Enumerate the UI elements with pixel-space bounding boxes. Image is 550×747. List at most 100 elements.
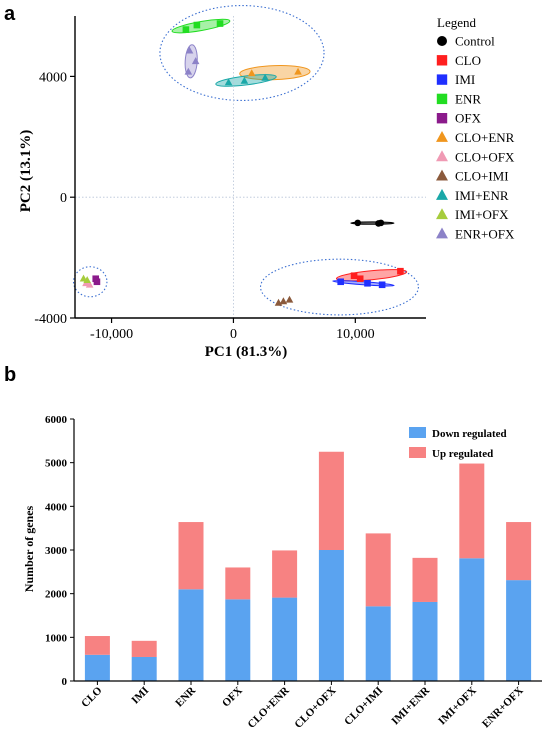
panel-a-pca: a -10,000 0 10,000 -4000 0 4000 PC1 (81.3%) P… bbox=[4, 3, 515, 360]
point-imi-enr bbox=[224, 78, 233, 86]
bar-up-clo bbox=[84, 636, 110, 655]
cluster-outline-left bbox=[72, 266, 108, 298]
bar-down-imi-ofx bbox=[459, 558, 485, 681]
legend-marker-enr-ofx bbox=[436, 227, 448, 239]
panel-a-label: a bbox=[4, 3, 16, 25]
pca-y-axis-title: PC2 (13.1%) bbox=[18, 130, 34, 213]
legend-marker-control bbox=[437, 36, 447, 46]
pca-plot-frame bbox=[74, 16, 426, 319]
point-imi-enr bbox=[240, 76, 249, 84]
ellipse-imi bbox=[332, 280, 395, 287]
bar-y-tick-label: 2000 bbox=[45, 589, 68, 601]
bar-y-tick-label: 5000 bbox=[45, 458, 68, 470]
point-enr bbox=[216, 20, 224, 27]
legend-label-clo-enr: CLO+ENR bbox=[455, 130, 515, 145]
cluster-outline-bottom-right bbox=[259, 258, 419, 316]
pca-points bbox=[79, 20, 404, 306]
legend-label-imi-ofx: IMI+OFX bbox=[455, 207, 509, 222]
bar-x-tick-label-imi-enr: IMI+ENR bbox=[389, 684, 432, 727]
point-clo-imi bbox=[279, 297, 288, 305]
pca-x-tick-label: 0 bbox=[230, 327, 237, 342]
bar-y-tick-label: 4000 bbox=[45, 501, 68, 513]
point-ofx bbox=[93, 278, 101, 286]
bar-down-enr-ofx bbox=[506, 580, 532, 681]
legend-marker-clo bbox=[436, 55, 448, 66]
legend-label-clo: CLO bbox=[455, 53, 481, 68]
bar-up-clo-ofx bbox=[318, 451, 344, 550]
bar-x-tick-label-imi: IMI bbox=[129, 685, 151, 707]
bar-y-tick-label: 1000 bbox=[45, 632, 68, 644]
legend-label-clo-ofx: CLO+OFX bbox=[455, 149, 515, 164]
point-clo-imi bbox=[285, 295, 294, 303]
legend-marker-imi-ofx bbox=[436, 208, 448, 220]
pca-ticks: -10,000 0 10,000 -4000 0 4000 bbox=[34, 70, 374, 342]
bar-down-clo-enr bbox=[272, 597, 298, 681]
bar-x-tick-label-enr: ENR bbox=[173, 684, 199, 710]
bar-down-imi bbox=[131, 656, 157, 681]
bar-up-clo-enr bbox=[272, 550, 298, 598]
pca-y-tick-label: 4000 bbox=[39, 70, 67, 85]
bar-up-clo-imi bbox=[365, 533, 391, 607]
bar-down-clo-imi bbox=[365, 606, 391, 681]
bar-down-imi-enr bbox=[412, 601, 438, 681]
bar-x-tick-label-clo-ofx: CLO+OFX bbox=[292, 685, 338, 731]
bar-legend-swatch-down-regulated bbox=[409, 427, 426, 438]
legend-label-enr: ENR bbox=[455, 91, 481, 106]
pca-x-tick-label: 10,000 bbox=[336, 327, 375, 342]
legend-marker-clo-imi bbox=[436, 169, 448, 181]
bar-up-imi-enr bbox=[412, 557, 438, 602]
legend-marker-ofx bbox=[436, 113, 448, 124]
pca-legend-title: Legend bbox=[437, 15, 476, 30]
point-clo bbox=[350, 272, 358, 280]
bar-x-tick-label-imi-ofx: IMI+OFX bbox=[436, 685, 479, 728]
point-imi bbox=[364, 279, 371, 287]
legend-label-clo-imi: CLO+IMI bbox=[455, 169, 509, 184]
bar-legend: Down regulated Up regulated bbox=[409, 427, 507, 460]
bar-down-ofx bbox=[225, 599, 251, 681]
point-enr bbox=[193, 21, 201, 29]
bar-x-tick-label-ofx: OFX bbox=[220, 685, 245, 710]
bar-up-enr bbox=[178, 522, 204, 590]
pca-confidence-ellipses bbox=[72, 4, 419, 316]
point-enr-ofx bbox=[185, 46, 194, 54]
bar-y-tick-label: 6000 bbox=[45, 414, 68, 426]
pca-legend: Legend Control CLO IMI ENR OFX CLO+ENR CLO+OFX… bbox=[436, 15, 515, 242]
panel-b-bar-chart: b CLO IMI ENR OFX CLO+ENR CLO+OFX CLO+IMI IMI+E… bbox=[4, 364, 542, 731]
legend-label-imi: IMI bbox=[455, 72, 475, 87]
point-imi-ofx bbox=[83, 276, 91, 284]
point-enr bbox=[182, 26, 190, 33]
bar-x-tick-label-clo-imi: CLO+IMI bbox=[342, 685, 385, 728]
cluster-outline-top bbox=[159, 4, 325, 101]
point-clo bbox=[356, 275, 364, 283]
point-clo-enr bbox=[247, 69, 256, 77]
bar-up-imi bbox=[131, 640, 157, 657]
point-enr-ofx bbox=[184, 67, 193, 75]
bar-down-clo-ofx bbox=[318, 550, 344, 681]
bar-x-tick-label-clo: CLO bbox=[79, 684, 105, 710]
point-clo-enr bbox=[294, 67, 302, 75]
pca-y-tick-label: -4000 bbox=[34, 312, 67, 327]
point-enr-ofx bbox=[191, 57, 200, 65]
ellipse-clo-enr bbox=[239, 65, 311, 81]
pca-x-axis-title: PC1 (81.3%) bbox=[205, 344, 288, 360]
pca-y-tick-label: 0 bbox=[60, 191, 67, 206]
legend-label-enr-ofx: ENR+OFX bbox=[455, 227, 515, 242]
bar-x-tick-label-clo-enr: CLO+ENR bbox=[246, 684, 293, 731]
bar-chart-bars bbox=[84, 451, 532, 681]
bar-x-tick-label-enr-ofx: ENR+OFX bbox=[480, 685, 526, 731]
legend-label-control: Control bbox=[455, 34, 495, 49]
point-control bbox=[377, 219, 385, 227]
legend-label-imi-enr: IMI+ENR bbox=[455, 188, 509, 203]
bar-y-tick-label: 0 bbox=[62, 676, 68, 688]
bar-y-axis-title: Number of genes bbox=[22, 505, 36, 592]
bar-up-enr-ofx bbox=[506, 522, 532, 581]
point-imi bbox=[337, 278, 344, 286]
bar-up-ofx bbox=[225, 567, 251, 600]
bar-legend-swatch-up-regulated bbox=[409, 447, 426, 458]
legend-marker-imi-enr bbox=[436, 188, 448, 200]
legend-marker-enr bbox=[436, 93, 448, 105]
bar-legend-label-down-regulated: Down regulated bbox=[432, 428, 507, 440]
pca-x-tick-label: -10,000 bbox=[90, 327, 133, 342]
point-imi-enr bbox=[261, 73, 269, 81]
bar-down-clo bbox=[84, 654, 110, 681]
